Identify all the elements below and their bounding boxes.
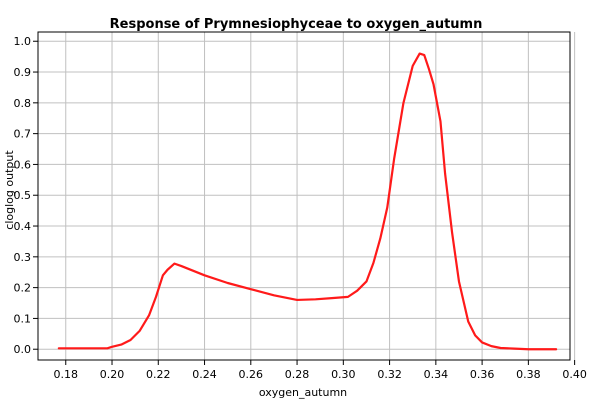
chart-title: Response of Prymnesiophyceae to oxygen_a… — [110, 17, 483, 32]
y-tick-label: 0.1 — [14, 312, 32, 325]
x-tick-label: 0.24 — [192, 368, 217, 381]
x-tick-label: 0.20 — [100, 368, 125, 381]
y-tick-label: 1.0 — [14, 35, 32, 48]
grid — [38, 32, 576, 360]
plot-frame — [37, 31, 571, 361]
y-axis-ticks: 0.0 0.1 0.2 0.3 0.4 0.5 0.6 0.7 0.8 0.9 1.0 — [14, 35, 38, 356]
y-tick-label: 0.9 — [14, 66, 32, 79]
x-tick-label: 0.36 — [470, 368, 495, 381]
x-tick-label: 0.28 — [285, 368, 310, 381]
plot-border — [37, 31, 571, 361]
x-tick-label: 0.32 — [377, 368, 402, 381]
y-tick-label: 0.8 — [14, 97, 32, 110]
series-layer — [57, 52, 558, 351]
x-tick-label: 0.30 — [331, 368, 356, 381]
x-tick-label: 0.26 — [239, 368, 264, 381]
y-tick-label: 0.2 — [14, 282, 32, 295]
y-tick-label: 0.6 — [14, 158, 32, 171]
y-tick-label: 0.7 — [14, 128, 32, 141]
series-line — [57, 52, 558, 351]
x-tick-label: 0.18 — [54, 368, 79, 381]
y-tick-label: 0.3 — [14, 251, 32, 264]
y-tick-label: 0.5 — [14, 189, 32, 202]
x-tick-label: 0.40 — [562, 368, 587, 381]
x-tick-label: 0.38 — [516, 368, 541, 381]
x-tick-label: 0.34 — [424, 368, 449, 381]
y-tick-label: 0.0 — [14, 343, 32, 356]
y-tick-label: 0.4 — [14, 220, 32, 233]
x-axis-label: oxygen_autumn — [259, 386, 347, 399]
x-tick-label: 0.22 — [146, 368, 171, 381]
x-axis-ticks: 0.18 0.20 0.22 0.24 0.26 0.28 0.30 0.32 0.34 0.36… — [54, 360, 587, 381]
y-axis-label: cloglog output — [3, 150, 16, 230]
